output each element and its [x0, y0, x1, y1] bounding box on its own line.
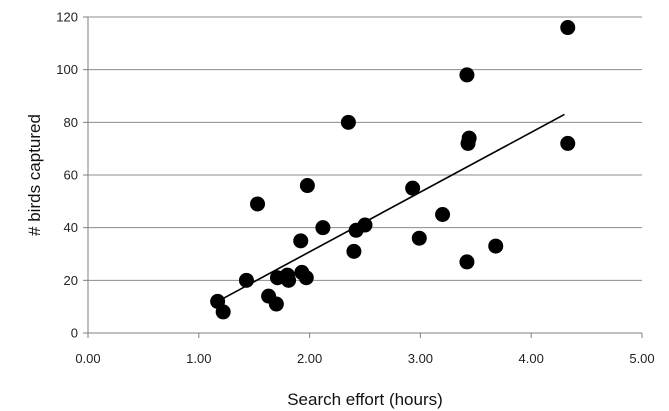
- data-point: [268, 296, 284, 312]
- x-tick-label: 4.00: [519, 351, 544, 366]
- trendline: [217, 113, 565, 303]
- y-tick-labels: 0 20 40 60 80 100 120: [56, 10, 78, 341]
- y-tick-label: 40: [64, 220, 78, 235]
- data-point: [315, 220, 331, 236]
- x-tick-labels: 0.00 1.00 2.00 3.00 4.00 5.00: [75, 351, 654, 366]
- data-point: [560, 20, 576, 36]
- y-tick-label: 80: [64, 115, 78, 130]
- data-point: [405, 180, 421, 196]
- data-point: [459, 254, 475, 270]
- data-point: [215, 304, 231, 320]
- data-points: [210, 20, 576, 320]
- x-tick-label: 1.00: [186, 351, 211, 366]
- y-tick-label: 20: [64, 273, 78, 288]
- data-point: [459, 67, 475, 83]
- y-tick-label: 0: [71, 326, 78, 341]
- x-tick-label: 5.00: [629, 351, 654, 366]
- x-tick-label: 2.00: [297, 351, 322, 366]
- y-tick-label: 60: [64, 168, 78, 183]
- y-axis-title: # birds captured: [25, 114, 44, 236]
- x-axis-title: Search effort (hours): [287, 390, 443, 409]
- y-tick-label: 120: [56, 10, 78, 25]
- data-point: [357, 217, 373, 233]
- data-point: [488, 238, 504, 254]
- data-point: [340, 114, 356, 130]
- gridlines: [88, 16, 642, 281]
- data-point: [560, 135, 576, 151]
- data-point: [411, 230, 427, 246]
- x-tick-label: 0.00: [75, 351, 100, 366]
- y-tick-label: 100: [56, 62, 78, 77]
- data-point: [299, 178, 315, 194]
- data-point: [298, 270, 314, 286]
- data-point: [293, 233, 309, 249]
- data-point: [250, 196, 266, 212]
- data-point: [281, 272, 297, 288]
- data-point: [435, 207, 451, 222]
- x-tick-label: 3.00: [408, 351, 433, 366]
- data-point: [346, 243, 362, 259]
- data-point: [461, 130, 477, 146]
- tick-marks: [83, 16, 643, 338]
